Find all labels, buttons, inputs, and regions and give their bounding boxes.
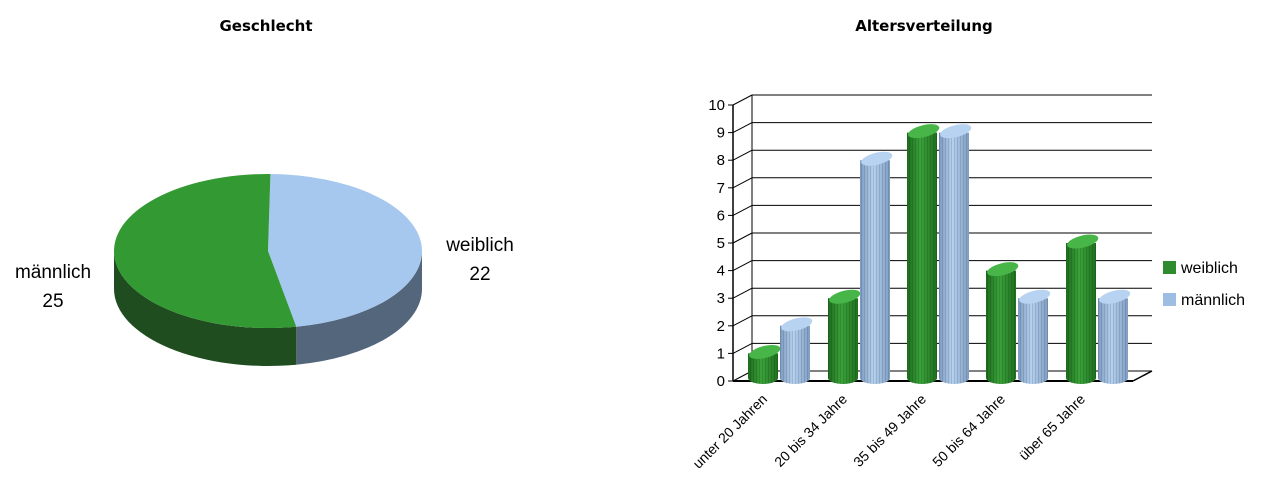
bar-mannlich-50-bis-64-jahre <box>1018 289 1051 384</box>
pie-chart: weiblich 22 männlich 25 <box>15 174 514 366</box>
y-tick-label: 0 <box>717 373 725 390</box>
grid-diag <box>732 177 753 189</box>
bar-mannlich-20-bis-34-jahre <box>860 151 893 384</box>
pie-chart-title: Geschlecht <box>219 17 312 35</box>
grid-diag <box>732 94 753 106</box>
legend-label-weiblich: weiblich <box>1180 260 1238 277</box>
pie-label-mannlich: männlich <box>15 262 91 283</box>
bar-top <box>1067 234 1099 249</box>
bar-mannlich-unter-20-jahren <box>780 317 813 384</box>
grid-diag <box>732 342 753 354</box>
bar-top <box>781 317 813 332</box>
pie-value-mannlich: 25 <box>42 291 63 312</box>
bar-weiblich-35-bis-49-jahre <box>907 124 940 384</box>
bar-weiblich-unter-20-jahren <box>748 344 781 384</box>
bar-mannlich-35-bis-49-jahre <box>939 124 972 384</box>
bar-chart-title: Altersverteilung <box>855 17 993 35</box>
y-tick-label: 8 <box>717 152 725 169</box>
grid-diag <box>732 149 753 161</box>
bar-top <box>940 124 972 139</box>
y-tick-label: 4 <box>717 263 725 280</box>
grid-diag <box>732 232 753 244</box>
pie-slice-side-weiblich <box>296 251 422 365</box>
pie-slice-mannlich <box>114 174 297 328</box>
pie-slice-weiblich <box>268 174 423 327</box>
grid-diag <box>732 315 753 327</box>
legend-swatch-mannlich <box>1163 293 1176 306</box>
y-tick-label: 5 <box>717 235 725 252</box>
x-tick-label-unter-20-jahren: unter 20 Jahren <box>689 391 770 472</box>
y-tick-label: 9 <box>717 125 725 142</box>
bar-chart: 0 1 2 3 4 5 6 7 8 9 10 unter 20 Jahren 20 bis 34 Jah… <box>689 94 1245 472</box>
legend-label-mannlich: männlich <box>1181 292 1245 309</box>
bar-weiblich-50-bis-64-jahre <box>986 262 1019 384</box>
bar-top <box>829 289 861 304</box>
grid-diag <box>732 122 753 134</box>
grid-diag <box>732 287 753 299</box>
bar-weiblich-uber-65-jahre <box>1066 234 1099 384</box>
pie-value-weiblich: 22 <box>469 264 490 285</box>
floor-edge <box>1132 370 1153 382</box>
legend-swatch-weiblich <box>1163 261 1176 274</box>
bar-top <box>1019 289 1051 304</box>
x-tick-label-uber-65-jahre: über 65 Jahre <box>1016 391 1089 464</box>
bar-top <box>749 344 781 359</box>
bar-top <box>987 262 1019 277</box>
bar-top <box>1099 289 1131 304</box>
bar-weiblich-20-bis-34-jahre <box>828 289 861 384</box>
x-tick-label-50-bis-64-jahre: 50 bis 64 Jahre <box>929 391 1008 470</box>
y-tick-label: 6 <box>717 207 725 224</box>
grid-diag <box>732 260 753 272</box>
y-tick-label: 3 <box>717 290 725 307</box>
bar-top <box>908 124 940 139</box>
y-tick-label: 7 <box>717 180 725 197</box>
pie-label-weiblich: weiblich <box>445 235 514 256</box>
y-tick-label: 2 <box>717 318 725 335</box>
y-tick-label: 10 <box>708 97 725 114</box>
pie-slice-side-mannlich <box>114 251 297 366</box>
y-tick-label: 1 <box>717 345 725 362</box>
grid-diag <box>732 204 753 216</box>
x-tick-label-35-bis-49-jahre: 35 bis 49 Jahre <box>850 391 929 470</box>
x-tick-label-20-bis-34-jahre: 20 bis 34 Jahre <box>771 391 850 470</box>
bar-mannlich-uber-65-jahre <box>1098 289 1131 384</box>
bar-top <box>861 151 893 166</box>
